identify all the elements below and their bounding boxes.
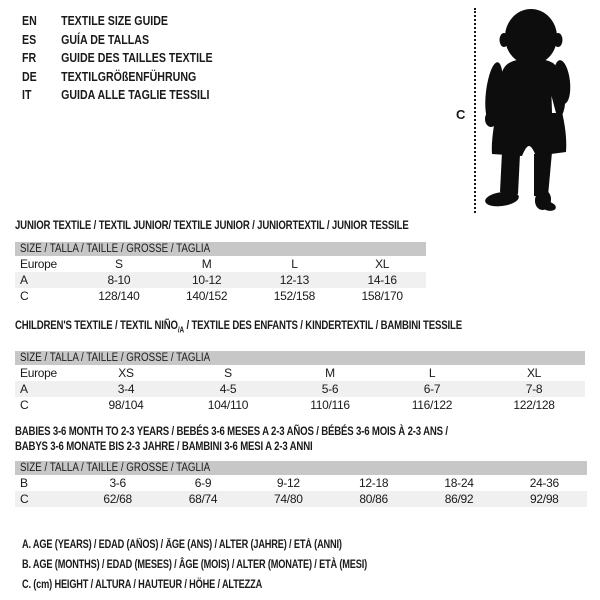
- baby-silhouette-icon: [485, 9, 571, 211]
- table-cell: 62/68: [103, 492, 132, 506]
- table-cell: L: [428, 366, 436, 381]
- table-title: JUNIOR TEXTILE / TEXTIL JUNIOR/ TEXTILE …: [15, 218, 409, 232]
- row-label: B: [20, 476, 28, 490]
- size-header-bar: SIZE / TALLA / TAILLE / GRÖSSE / TAGLIA: [15, 461, 587, 475]
- table-cell: XL: [375, 257, 390, 271]
- table-cell: 12-18: [359, 476, 389, 490]
- language-label: GUÍA DE TALLAS: [61, 32, 150, 47]
- footnotes: A. AGE (YEARS) / EDAD (AÑOS) / ÂGE (ANS)…: [22, 535, 367, 595]
- table-cell: L: [291, 257, 298, 271]
- table-cell: 116/122: [411, 398, 453, 413]
- table-title: CHILDREN'S TEXTILE / TEXTIL NIÑO/A / TEX…: [15, 318, 471, 337]
- language-code: IT: [22, 88, 32, 102]
- row-label: Europe: [20, 257, 57, 271]
- table-row: Europe XS S M L XL: [15, 365, 585, 381]
- table-cell: 12-13: [279, 273, 310, 287]
- language-code: EN: [22, 14, 37, 28]
- table-cell: S: [224, 366, 232, 381]
- table-cell: 4-5: [219, 382, 237, 397]
- row-label: C: [20, 492, 29, 506]
- table-row: C 128/140 140/152 152/158 158/170: [15, 288, 426, 304]
- footnote-a: A. AGE (YEARS) / EDAD (AÑOS) / ÂGE (ANS)…: [22, 539, 342, 551]
- table-row: A 3-4 4-5 5-6 6-7 7-8: [15, 381, 585, 398]
- size-header-text: SIZE / TALLA / TAILLE / GRÖSSE / TAGLIA: [20, 352, 211, 365]
- table-cell: S: [115, 257, 123, 271]
- table-cell: 8-10: [107, 273, 131, 287]
- table-row: C 98/104 104/110 110/116 116/122 122/128: [15, 397, 585, 413]
- table-cell: 98/104: [108, 398, 144, 413]
- table-cell: 6-9: [194, 476, 212, 490]
- table-cell: 9-12: [276, 476, 300, 490]
- language-label: GUIDE DES TAILLES TEXTILE: [61, 51, 213, 65]
- table-cell: 158/170: [361, 289, 403, 303]
- footnote-b: B. AGE (MONTHS) / EDAD (MESES) / ÂGE (MO…: [22, 559, 368, 571]
- row-label: C: [20, 289, 29, 303]
- table-cell: 92/98: [530, 492, 559, 506]
- table-row: B 3-6 6-9 9-12 12-18 18-24 24-36: [15, 475, 587, 491]
- size-header-text: SIZE / TALLA / TAILLE / GRÖSSE / TAGLIA: [20, 462, 211, 474]
- table-cell: 18-24: [444, 476, 474, 490]
- table-cell: 6-7: [423, 382, 441, 397]
- table-cell: XL: [526, 366, 542, 381]
- table-title: BABIES 3-6 MONTH TO 2-3 YEARS / BEBÉS 3-…: [15, 424, 473, 454]
- table-cell: 140/152: [185, 289, 228, 303]
- title-line: BABIES 3-6 MONTH TO 2-3 YEARS / BEBÉS 3-…: [15, 424, 448, 438]
- junior-textile-table: JUNIOR TEXTILE / TEXTIL JUNIOR/ TEXTILE …: [15, 218, 426, 304]
- row-label: Europe: [20, 366, 57, 381]
- size-header-bar: SIZE / TALLA / TAILLE / GRÖSSE / TAGLIA: [15, 242, 426, 256]
- language-label: GUIDA ALLE TAGLIE TESSILI: [61, 88, 210, 102]
- language-row: EN TEXTILE SIZE GUIDE: [22, 12, 213, 31]
- height-dotted-line: [474, 8, 476, 213]
- table-cell: 10-12: [192, 273, 222, 287]
- language-row: DE TEXTILGRÖßENFÜHRUNG: [22, 68, 213, 87]
- title-subscript: /A: [177, 325, 184, 335]
- language-row: ES GUÍA DE TALLAS: [22, 31, 213, 50]
- size-header-bar: SIZE / TALLA / TAILLE / GRÖSSE / TAGLIA: [15, 351, 585, 366]
- language-row: FR GUIDE DES TAILLES TEXTILE: [22, 49, 213, 68]
- language-code: DE: [22, 69, 37, 84]
- row-label: A: [20, 382, 28, 397]
- height-marker-label: C: [456, 107, 466, 122]
- title-line: BABYS 3-6 MONATE BIS 2-3 JAHRE / BAMBINI…: [15, 439, 313, 453]
- table-cell: 80/86: [359, 492, 388, 506]
- table-cell: M: [325, 366, 335, 381]
- table-cell: 7-8: [525, 382, 543, 397]
- table-row: A 8-10 10-12 12-13 14-16: [15, 272, 426, 288]
- table-cell: 128/140: [98, 289, 140, 303]
- table-cell: 24-36: [529, 476, 560, 490]
- size-header-text: SIZE / TALLA / TAILLE / GRÖSSE / TAGLIA: [20, 243, 211, 255]
- table-cell: 74/80: [274, 492, 303, 506]
- babies-textile-table: BABIES 3-6 MONTH TO 2-3 YEARS / BEBÉS 3-…: [15, 424, 587, 507]
- language-list: EN TEXTILE SIZE GUIDE ES GUÍA DE TALLAS …: [22, 12, 246, 105]
- table-cell: 14-16: [367, 273, 398, 287]
- table-cell: 86/92: [444, 492, 474, 506]
- title-part: CHILDREN'S TEXTILE / TEXTIL NIÑO: [15, 318, 178, 332]
- table-cell: 122/128: [513, 398, 555, 413]
- childrens-textile-table: CHILDREN'S TEXTILE / TEXTIL NIÑO/A / TEX…: [15, 318, 585, 413]
- footnote-c: C. (cm) HEIGHT / ALTURA / HAUTEUR / HÖHE…: [22, 579, 263, 591]
- language-label: TEXTILE SIZE GUIDE: [61, 14, 168, 28]
- language-row: IT GUIDA ALLE TAGLIE TESSILI: [22, 86, 213, 105]
- table-cell: 104/110: [207, 398, 249, 413]
- table-cell: M: [201, 257, 212, 271]
- table-cell: 3-6: [109, 476, 126, 490]
- title-part: / TEXTILE DES ENFANTS / KINDERTEXTIL / B…: [183, 318, 462, 332]
- row-label: A: [20, 273, 28, 287]
- language-label: TEXTILGRÖßENFÜHRUNG: [61, 69, 197, 84]
- table-cell: 5-6: [321, 382, 339, 397]
- table-row: C 62/68 68/74 74/80 80/86 86/92 92/98: [15, 491, 587, 507]
- language-code: ES: [22, 32, 37, 47]
- table-cell: XS: [118, 366, 134, 381]
- table-cell: 152/158: [273, 289, 316, 303]
- table-cell: 3-4: [117, 382, 135, 397]
- table-row: Europe S M L XL: [15, 256, 426, 272]
- table-cell: 110/116: [310, 398, 350, 413]
- language-code: FR: [22, 51, 37, 65]
- row-label: C: [20, 398, 29, 413]
- table-cell: 68/74: [188, 492, 218, 506]
